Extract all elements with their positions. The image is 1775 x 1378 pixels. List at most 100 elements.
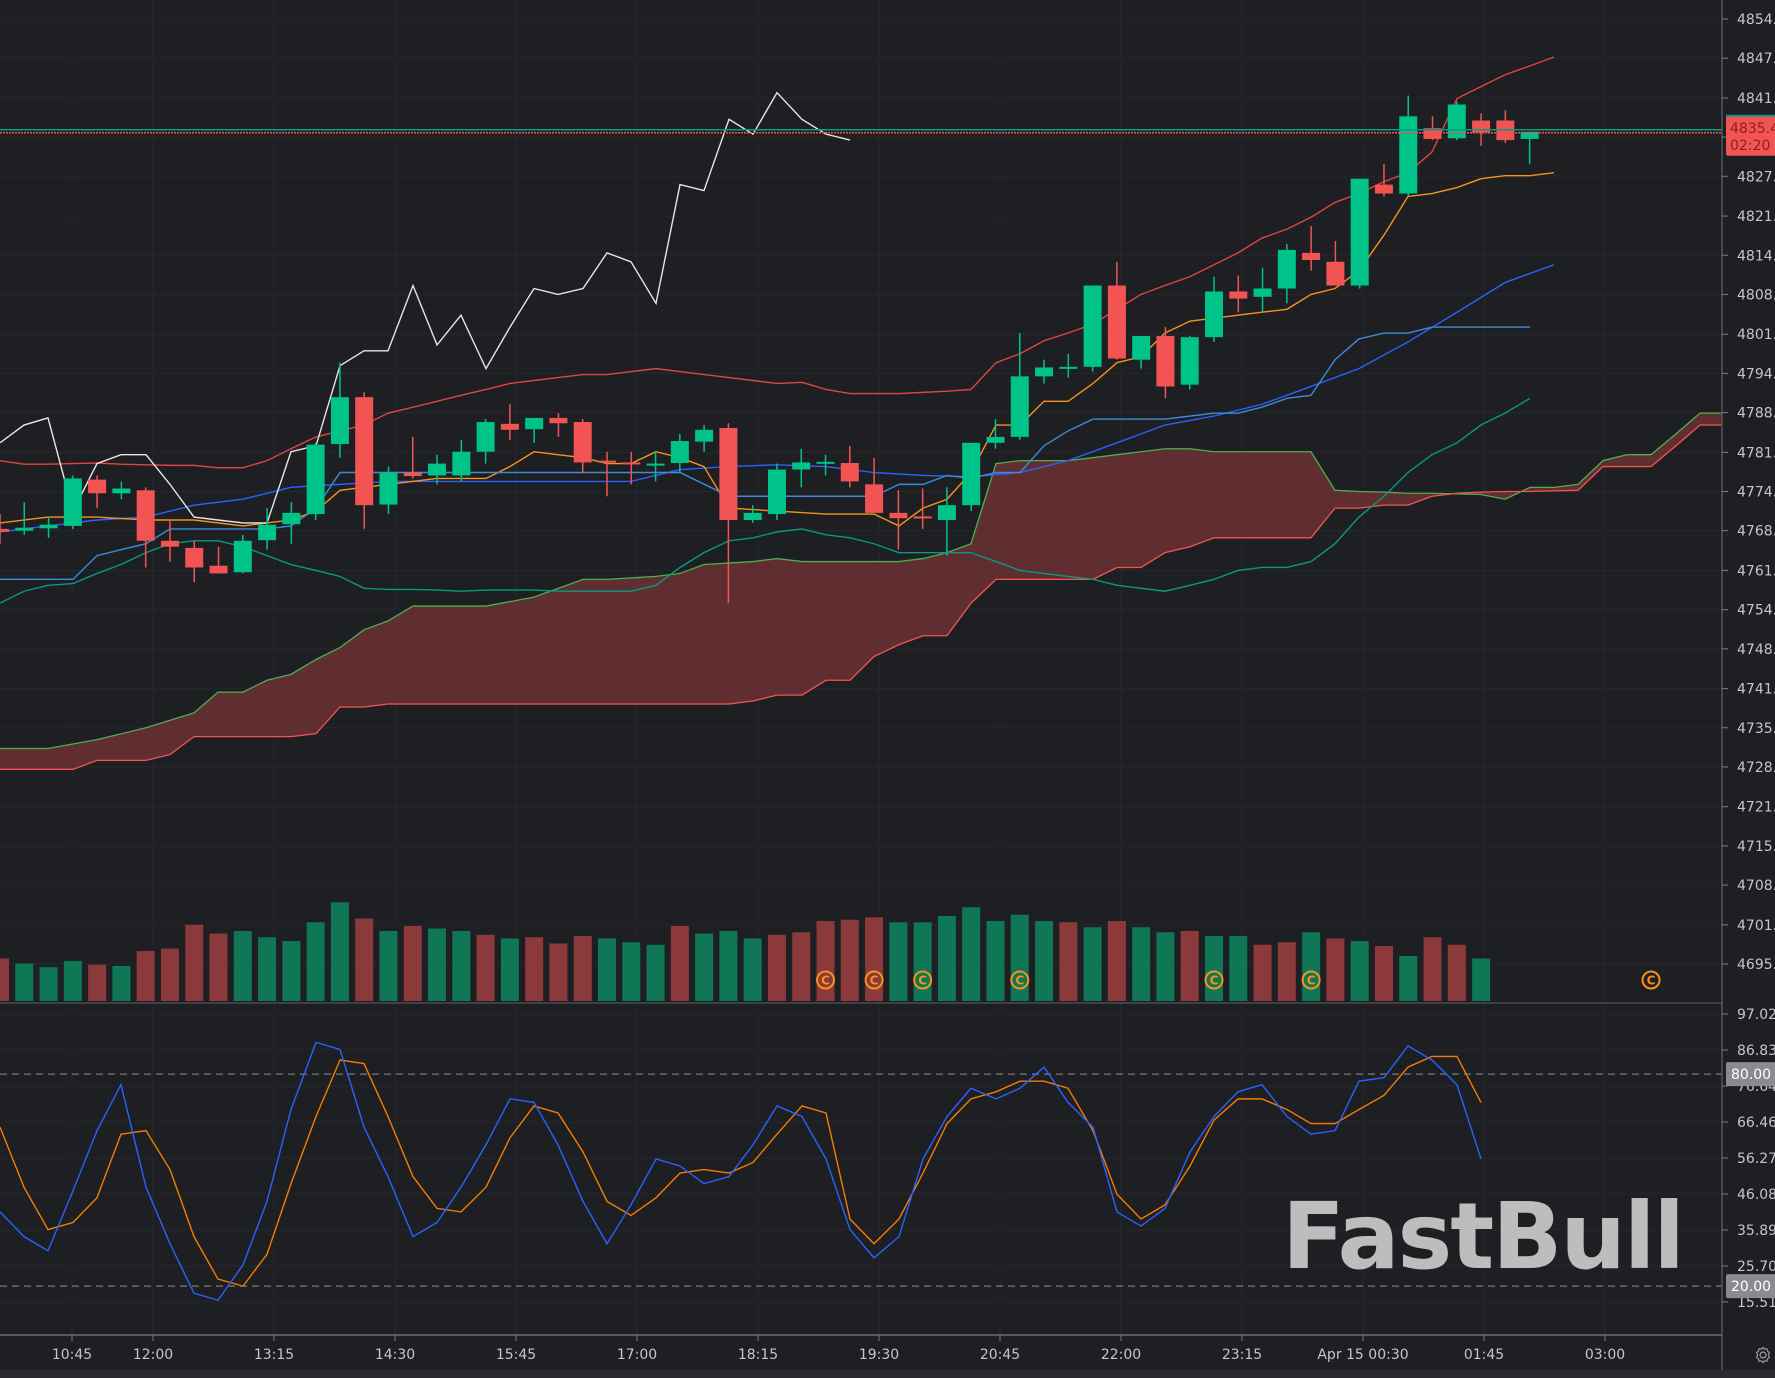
- candle[interactable]: [39, 517, 58, 538]
- candle[interactable]: [452, 439, 471, 482]
- candle[interactable]: [962, 442, 981, 512]
- price-tick-label: 4708.5: [1737, 878, 1775, 894]
- svg-text:20.00: 20.00: [1731, 1279, 1771, 1295]
- candle[interactable]: [1010, 333, 1029, 440]
- event-marker[interactable]: C: [1010, 970, 1030, 990]
- candle[interactable]: [1107, 261, 1126, 360]
- price-tick-label: 4768.2: [1737, 524, 1775, 540]
- candle[interactable]: [792, 448, 811, 488]
- candle[interactable]: [379, 466, 398, 515]
- watermark-logo: FastBull: [1282, 1183, 1683, 1290]
- candle[interactable]: [136, 487, 155, 568]
- candle[interactable]: [112, 481, 131, 500]
- candle[interactable]: [0, 514, 9, 544]
- price-tick-label: 4814.6: [1737, 248, 1775, 264]
- candle[interactable]: [1180, 335, 1199, 390]
- candle[interactable]: [1326, 241, 1345, 286]
- candle[interactable]: [1423, 116, 1442, 141]
- candle[interactable]: [1302, 226, 1321, 271]
- event-marker[interactable]: C: [1641, 970, 1661, 990]
- osc-tick-label: 35.89: [1737, 1223, 1775, 1239]
- candlesticks[interactable]: [0, 95, 1539, 604]
- candle[interactable]: [233, 534, 252, 574]
- candle[interactable]: [428, 454, 447, 485]
- candle[interactable]: [1277, 243, 1296, 304]
- candle[interactable]: [330, 362, 349, 458]
- candle[interactable]: [840, 445, 859, 488]
- chikou-white-line: [0, 91, 851, 524]
- candle[interactable]: [1156, 327, 1175, 399]
- price-tick-label: 4841.1: [1737, 91, 1775, 107]
- event-marker[interactable]: C: [1204, 970, 1224, 990]
- price-tick-label: 4794.7: [1737, 366, 1775, 382]
- candle[interactable]: [1035, 359, 1054, 384]
- candle[interactable]: [646, 451, 665, 482]
- candle[interactable]: [355, 392, 374, 529]
- candle[interactable]: [573, 419, 592, 473]
- settings-button[interactable]: [1752, 1344, 1774, 1366]
- candle[interactable]: [1399, 95, 1418, 197]
- candle[interactable]: [15, 502, 34, 535]
- candle[interactable]: [63, 475, 82, 529]
- osc-tick-label: 15.51: [1737, 1295, 1775, 1311]
- candle[interactable]: [743, 505, 762, 523]
- candle[interactable]: [1447, 101, 1466, 141]
- candle[interactable]: [209, 546, 228, 574]
- candle[interactable]: [670, 433, 689, 473]
- candle[interactable]: [719, 423, 738, 604]
- candle[interactable]: [403, 436, 422, 479]
- candle[interactable]: [937, 487, 956, 556]
- candle[interactable]: [986, 419, 1005, 449]
- svg-text:C: C: [1307, 974, 1316, 988]
- current-price-line: [0, 129, 1722, 134]
- candle[interactable]: [767, 463, 786, 520]
- price-tick-label: 4728.4: [1737, 760, 1775, 776]
- candle[interactable]: [1350, 178, 1369, 289]
- event-marker[interactable]: C: [913, 970, 933, 990]
- candle[interactable]: [525, 417, 544, 443]
- stochastic-pane[interactable]: [0, 1002, 1722, 1302]
- candle[interactable]: [1253, 267, 1272, 313]
- candle[interactable]: [1229, 275, 1248, 313]
- candle[interactable]: [1132, 335, 1151, 369]
- event-marker[interactable]: C: [816, 970, 836, 990]
- candle[interactable]: [476, 419, 495, 464]
- event-marker[interactable]: C: [864, 970, 884, 990]
- candle[interactable]: [913, 488, 932, 529]
- candle[interactable]: [622, 451, 641, 485]
- candle[interactable]: [1205, 276, 1223, 342]
- candle[interactable]: [598, 451, 616, 497]
- candle[interactable]: [889, 490, 908, 550]
- price-tick-label: 4788.1: [1737, 406, 1775, 422]
- candle[interactable]: [1374, 163, 1393, 197]
- candle[interactable]: [865, 457, 884, 513]
- candle[interactable]: [160, 519, 179, 562]
- candle[interactable]: [695, 425, 714, 452]
- candle[interactable]: [88, 475, 107, 509]
- time-tick-label: 01:45: [1464, 1347, 1504, 1363]
- event-marker[interactable]: C: [1301, 970, 1321, 990]
- candle[interactable]: [1083, 285, 1102, 372]
- candle[interactable]: [1496, 110, 1515, 144]
- current-price-badge: 4835.402:20: [1726, 114, 1775, 156]
- time-tick-label: 17:00: [617, 1347, 657, 1363]
- candle[interactable]: [816, 454, 835, 476]
- price-tick-label: 4735.0: [1737, 721, 1775, 737]
- candle[interactable]: [306, 442, 325, 520]
- candle[interactable]: [1059, 353, 1078, 378]
- candle[interactable]: [549, 413, 568, 437]
- osc-tick-label: 46.08: [1737, 1187, 1775, 1203]
- time-tick-label: 23:15: [1222, 1347, 1262, 1363]
- price-tick-label: 4781.4: [1737, 445, 1775, 461]
- bottom-strip: [0, 1370, 1775, 1378]
- candle[interactable]: [185, 540, 204, 583]
- price-tick-label: 4721.7: [1737, 800, 1775, 816]
- candle[interactable]: [282, 502, 301, 544]
- svg-text:C: C: [870, 974, 879, 988]
- candle[interactable]: [258, 508, 277, 550]
- candle[interactable]: [1520, 131, 1539, 164]
- candle[interactable]: [500, 404, 519, 440]
